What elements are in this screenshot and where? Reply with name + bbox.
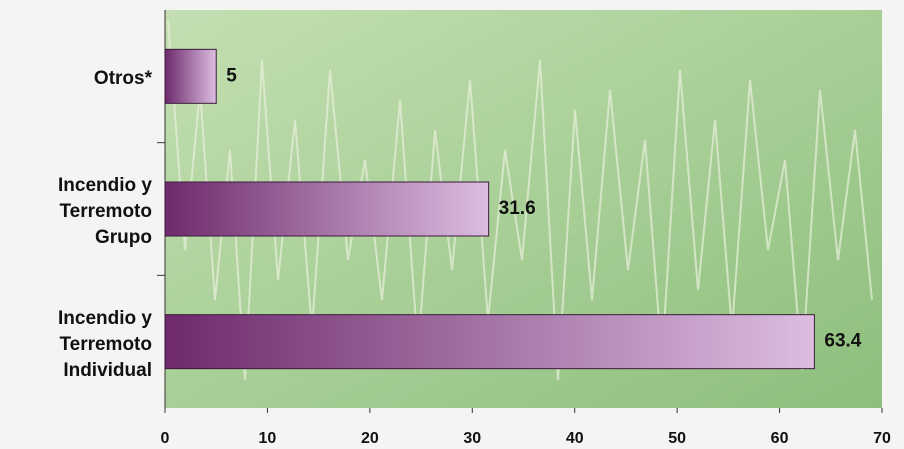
value-label: 31.6 bbox=[499, 198, 536, 219]
y-tick-label: Incendio y Terremoto Individual bbox=[2, 306, 152, 384]
value-label: 5 bbox=[226, 65, 237, 86]
x-tick-label: 60 bbox=[771, 430, 789, 447]
x-tick-label: 30 bbox=[463, 430, 481, 447]
x-tick-label: 50 bbox=[668, 430, 686, 447]
y-tick-label: Incendio y Terremoto Grupo bbox=[2, 173, 152, 251]
bar bbox=[165, 182, 489, 236]
x-tick-label: 0 bbox=[161, 430, 170, 447]
x-tick-label: 40 bbox=[566, 430, 584, 447]
y-tick-label: Otros* bbox=[2, 66, 152, 92]
bar bbox=[165, 315, 814, 369]
page: {"chart_data": {"type": "barh", "categor… bbox=[0, 0, 904, 449]
value-label: 63.4 bbox=[824, 331, 861, 352]
x-tick-label: 20 bbox=[361, 430, 379, 447]
x-tick-label: 70 bbox=[873, 430, 891, 447]
x-tick-label: 10 bbox=[259, 430, 277, 447]
bar bbox=[165, 49, 216, 103]
